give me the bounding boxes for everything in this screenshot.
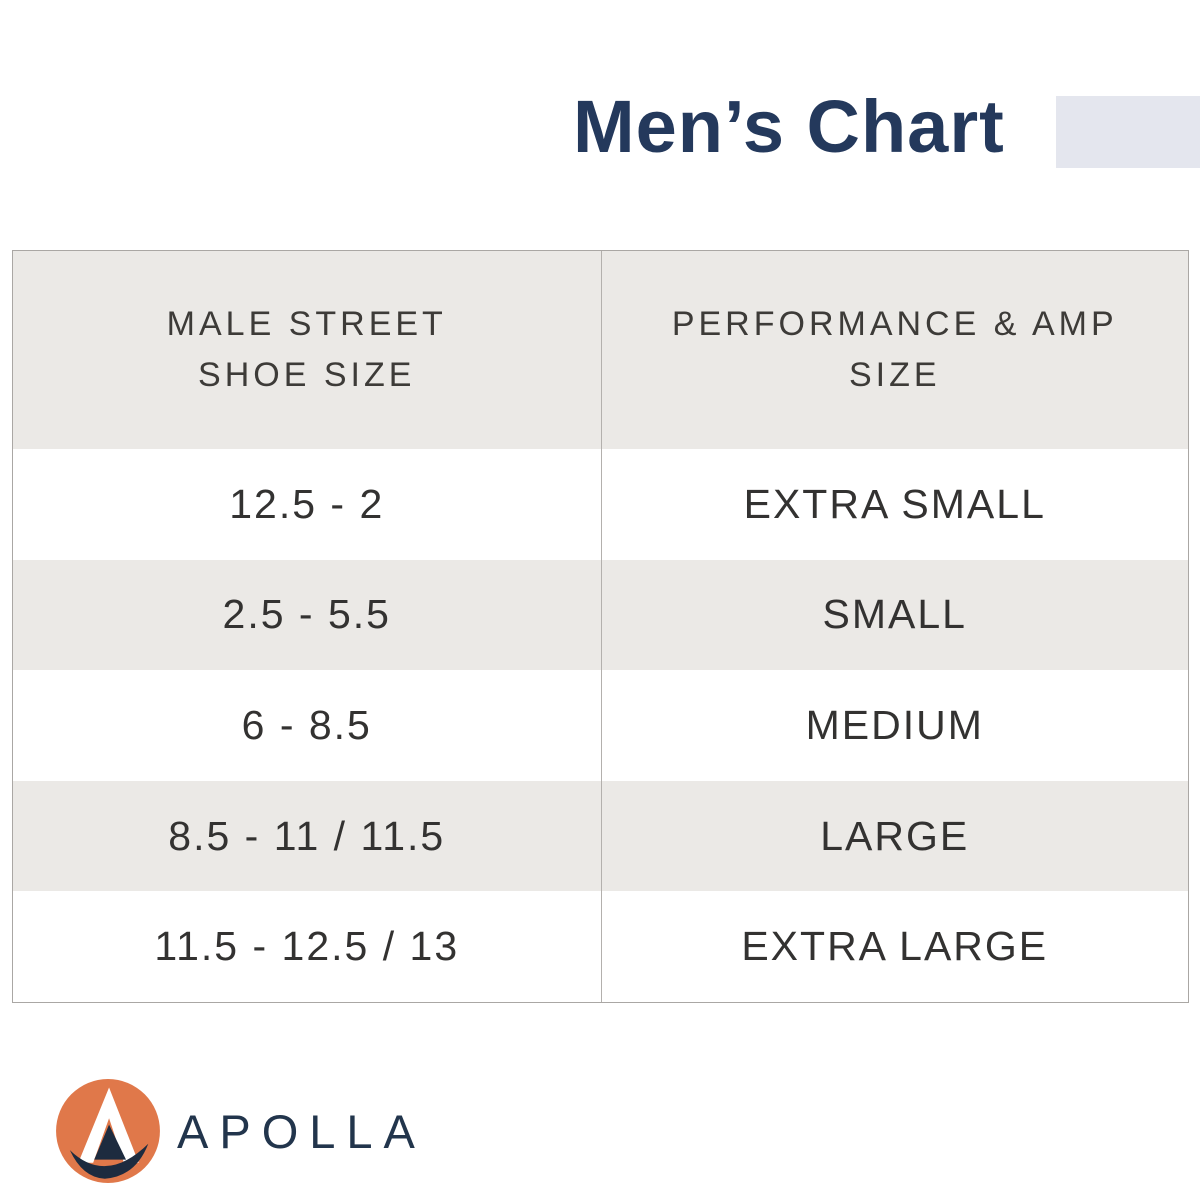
apolla-logo: APOLLA [55, 1078, 426, 1184]
table-row: 2.5 - 5.5 SMALL [13, 559, 1188, 671]
sock-size-value: EXTRA LARGE [600, 891, 1188, 1002]
size-table: MALE STREET SHOE SIZE PERFORMANCE & AMP … [12, 250, 1189, 1003]
sock-size-value: EXTRA SMALL [600, 449, 1188, 560]
shoe-size-value: 6 - 8.5 [13, 670, 601, 781]
apolla-logo-icon [56, 1079, 160, 1183]
table-row: 12.5 - 2 EXTRA SMALL [13, 449, 1188, 560]
column-header-performance-amp: PERFORMANCE & AMP SIZE [600, 251, 1188, 449]
shoe-size-value: 2.5 - 5.5 [13, 559, 601, 671]
table-row: 11.5 - 12.5 / 13 EXTRA LARGE [13, 891, 1188, 1002]
sock-size-value: SMALL [600, 559, 1188, 671]
sock-size-value: LARGE [600, 780, 1188, 892]
shoe-size-value: 11.5 - 12.5 / 13 [13, 891, 601, 1002]
table-header-row: MALE STREET SHOE SIZE PERFORMANCE & AMP … [13, 251, 1188, 449]
column-header-shoe-size: MALE STREET SHOE SIZE [13, 251, 601, 449]
sock-size-value: MEDIUM [600, 670, 1188, 781]
shoe-size-value: 12.5 - 2 [13, 449, 601, 560]
shoe-size-value: 8.5 - 11 / 11.5 [13, 780, 601, 892]
page-title: Men’s Chart [573, 85, 1005, 168]
apolla-brand-name: APOLLA [177, 1104, 426, 1158]
table-row: 6 - 8.5 MEDIUM [13, 670, 1188, 781]
table-row: 8.5 - 11 / 11.5 LARGE [13, 780, 1188, 892]
accent-rectangle [1056, 96, 1200, 168]
